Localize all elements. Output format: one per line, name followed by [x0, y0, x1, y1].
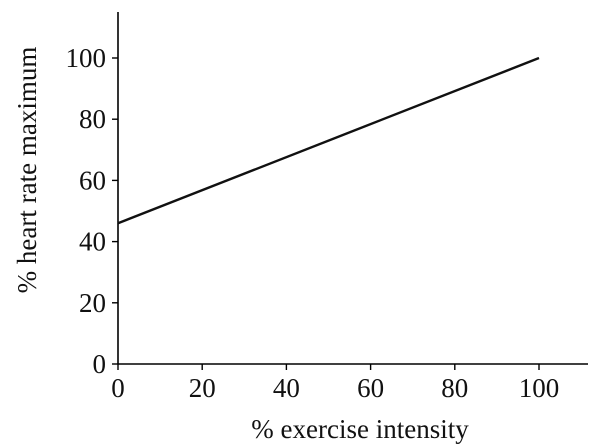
x-axis-ticks: 0 20 40 60 80 100 — [111, 364, 559, 403]
x-tick-label-20: 20 — [189, 373, 216, 403]
y-tick-label-20: 20 — [79, 288, 106, 318]
y-tick-label-100: 100 — [66, 43, 107, 73]
y-axis-title: % heart rate maximum — [12, 47, 42, 294]
y-tick-label-0: 0 — [93, 349, 107, 379]
x-axis-title: % exercise intensity — [251, 414, 469, 444]
y-tick-label-60: 60 — [79, 165, 106, 195]
series-layer — [117, 56, 540, 225]
y-axis-ticks: 0 20 40 60 80 100 — [66, 43, 118, 379]
y-tick-label-80: 80 — [79, 104, 106, 134]
plot-area: 0 20 40 60 80 100 0 20 40 60 80 100 — [66, 12, 588, 403]
x-tick-label-100: 100 — [519, 373, 560, 403]
x-tick-label-40: 40 — [273, 373, 300, 403]
x-tick-label-60: 60 — [357, 373, 384, 403]
x-tick-label-80: 80 — [441, 373, 468, 403]
x-tick-label-0: 0 — [111, 373, 125, 403]
series-line-0 — [117, 56, 540, 225]
y-tick-label-40: 40 — [79, 227, 106, 257]
